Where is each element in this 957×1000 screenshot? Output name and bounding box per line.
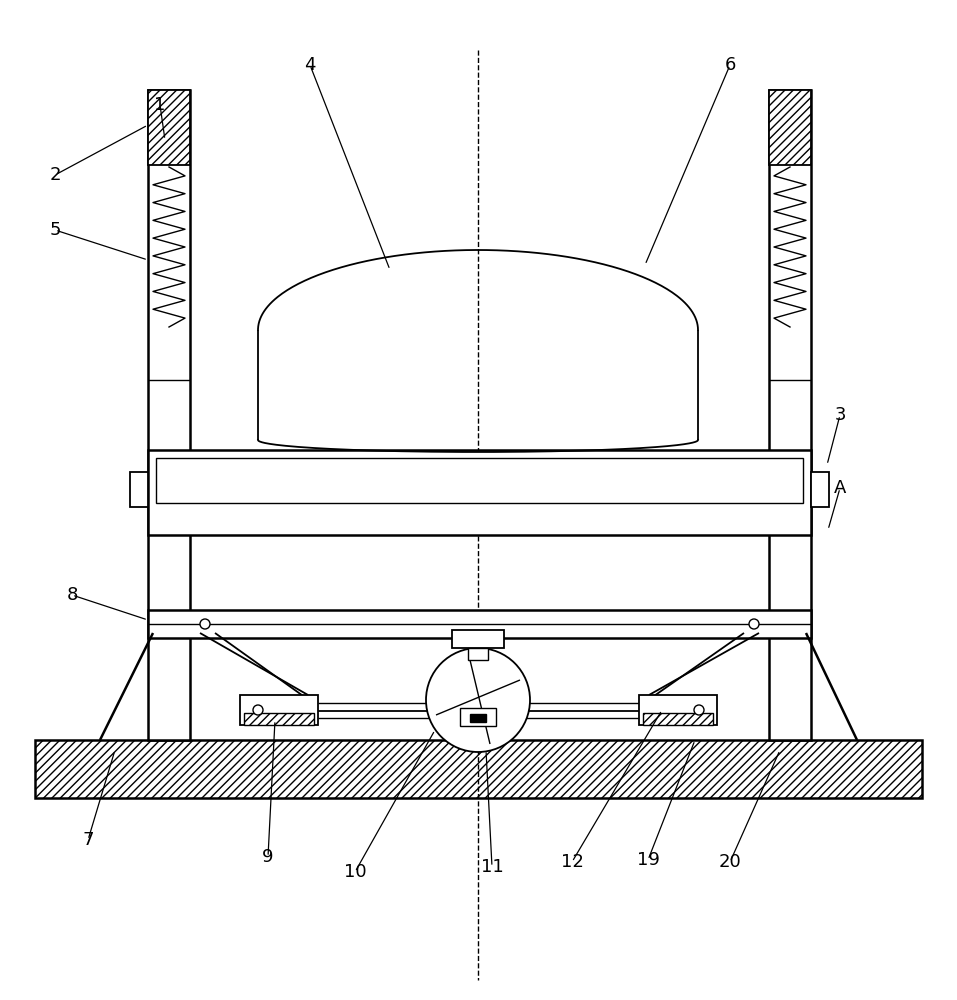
Text: 11: 11 — [480, 858, 503, 876]
Text: 2: 2 — [49, 166, 60, 184]
Bar — [769, 90, 811, 740]
Text: 20: 20 — [719, 853, 742, 871]
Bar — [452, 630, 504, 648]
Bar — [148, 90, 190, 740]
Bar — [240, 695, 318, 725]
Text: 4: 4 — [304, 56, 316, 74]
Text: 9: 9 — [262, 848, 274, 866]
Bar — [148, 610, 811, 638]
Bar — [811, 472, 829, 507]
Bar — [460, 708, 496, 726]
Bar — [244, 713, 314, 725]
Bar — [468, 648, 488, 660]
Text: 12: 12 — [561, 853, 584, 871]
Circle shape — [253, 705, 263, 715]
Bar — [130, 472, 148, 507]
Circle shape — [200, 619, 210, 629]
Bar — [470, 714, 486, 722]
Bar — [148, 450, 811, 535]
Circle shape — [749, 619, 759, 629]
Bar — [643, 713, 713, 725]
Bar — [148, 90, 190, 165]
Text: 1: 1 — [154, 96, 166, 114]
Bar — [769, 90, 811, 165]
Bar — [156, 458, 803, 503]
Text: A: A — [834, 479, 846, 497]
Circle shape — [694, 705, 704, 715]
Text: 10: 10 — [344, 863, 367, 881]
Bar — [639, 695, 717, 725]
Text: 7: 7 — [82, 831, 94, 849]
Text: 19: 19 — [636, 851, 659, 869]
Text: 8: 8 — [66, 586, 78, 604]
Circle shape — [426, 648, 530, 752]
Text: 5: 5 — [49, 221, 60, 239]
Text: 3: 3 — [835, 406, 846, 424]
Text: 6: 6 — [724, 56, 736, 74]
Bar — [35, 740, 922, 798]
